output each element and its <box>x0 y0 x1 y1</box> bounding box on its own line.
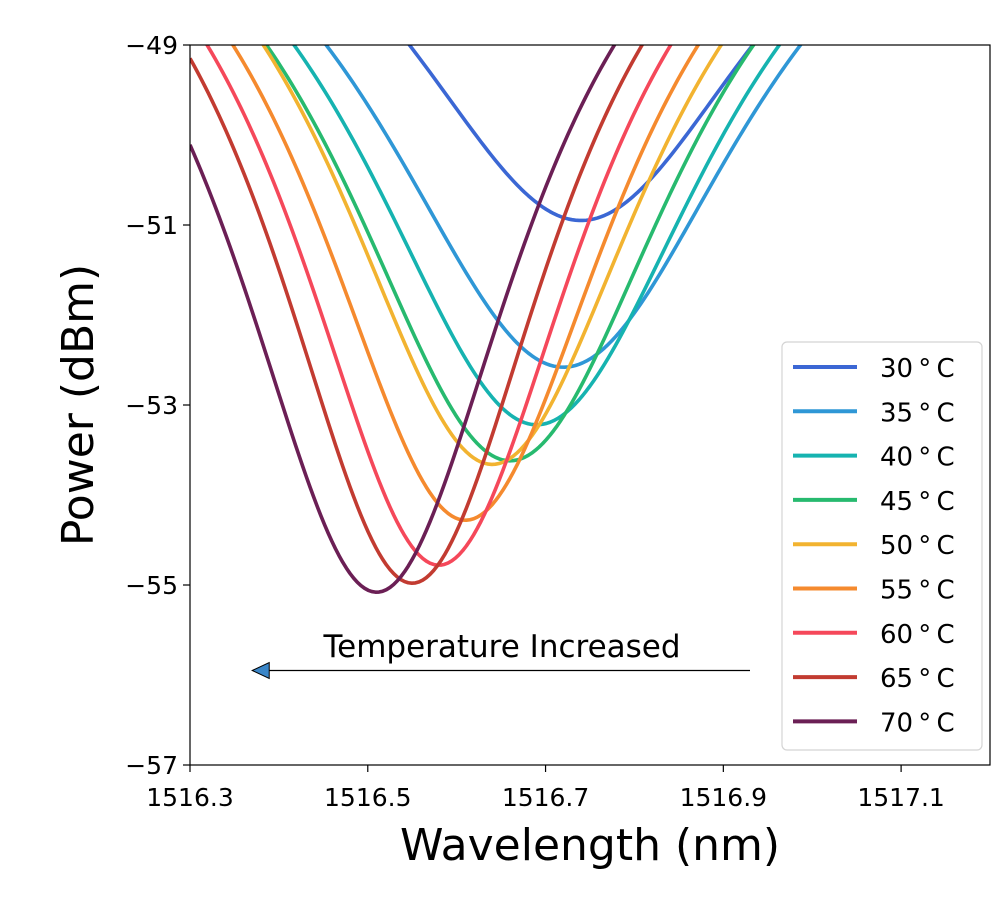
y-tick-label: −49 <box>125 31 178 60</box>
series-line-4 <box>261 45 724 467</box>
y-axis-title: Power (dBm) <box>53 264 104 546</box>
series-line-2 <box>291 45 782 427</box>
series-line-8 <box>190 45 617 594</box>
y-tick-label: −55 <box>125 571 178 600</box>
legend-label-5: 55 ° C <box>880 576 955 606</box>
series-line-6 <box>204 45 673 567</box>
legend: 30 ° C 35 ° C 40 ° C 45 ° C 50 ° C 55 ° C 60 °… <box>781 341 983 751</box>
x-tick-label: 1516.5 <box>324 783 411 812</box>
series-line-1 <box>323 45 803 369</box>
annotation-arrow-head <box>251 661 270 680</box>
ticks-group: 1516.3 1516.5 1516.7 1516.9 1517.1 −57 −55 −53 −… <box>125 31 945 812</box>
legend-frame <box>781 341 983 751</box>
legend-label-6: 60 ° C <box>880 620 955 650</box>
y-tick-label: −51 <box>125 211 178 240</box>
legend-label-1: 35 ° C <box>880 398 955 428</box>
y-tick-label: −57 <box>125 751 178 780</box>
legend-label-7: 65 ° C <box>880 664 955 694</box>
legend-label-3: 45 ° C <box>880 487 955 517</box>
y-tick-label: −53 <box>125 391 178 420</box>
series-line-5 <box>230 45 701 522</box>
x-tick-label: 1516.7 <box>502 783 589 812</box>
legend-label-2: 40 ° C <box>880 443 955 473</box>
annotation-text: Temperature Increased <box>322 629 680 665</box>
series-line-7 <box>190 45 645 585</box>
x-tick-label: 1516.9 <box>680 783 767 812</box>
legend-label-0: 30 ° C <box>880 354 955 384</box>
legend-label-4: 50 ° C <box>880 531 955 561</box>
annotation-group: Temperature Increased <box>251 629 750 680</box>
x-tick-label: 1516.3 <box>146 783 233 812</box>
series-group <box>190 45 803 594</box>
x-axis-title: Wavelength (nm) <box>400 820 780 871</box>
series-line-3 <box>264 45 756 463</box>
x-tick-label: 1517.1 <box>857 783 944 812</box>
legend-label-8: 70 ° C <box>880 708 955 738</box>
